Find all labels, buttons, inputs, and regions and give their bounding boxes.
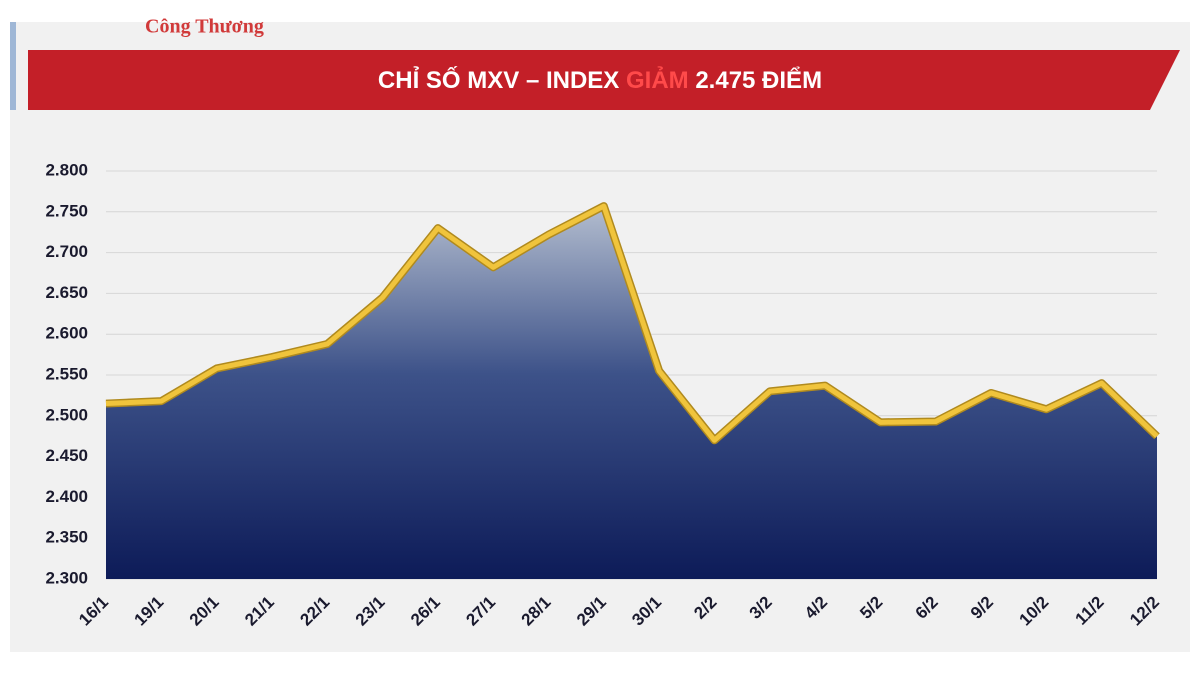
y-tick-label: 2.600 bbox=[45, 324, 88, 343]
y-tick-label: 2.500 bbox=[45, 405, 88, 424]
y-tick-label: 2.650 bbox=[45, 283, 88, 302]
left-stripe bbox=[10, 22, 16, 110]
y-tick-label: 2.300 bbox=[45, 568, 88, 587]
y-tick-label: 2.750 bbox=[45, 201, 88, 220]
y-tick-label: 2.350 bbox=[45, 528, 88, 547]
y-tick-label: 2.700 bbox=[45, 242, 88, 261]
title-value: 2.475 ĐIỂM bbox=[695, 66, 822, 94]
area bbox=[106, 206, 1157, 579]
title-highlight: GIẢM bbox=[626, 65, 689, 94]
y-tick-label: 2.400 bbox=[45, 487, 88, 506]
y-tick-label: 2.800 bbox=[45, 160, 88, 179]
y-tick-label: 2.550 bbox=[45, 364, 88, 383]
title-main: CHỈ SỐ MXV – INDEX bbox=[378, 65, 619, 94]
y-tick-label: 2.450 bbox=[45, 446, 88, 465]
chart-title: CHỈ SỐ MXV – INDEX GIẢM 2.475 ĐIỂM bbox=[378, 65, 822, 94]
line bbox=[105, 203, 1159, 443]
title-banner bbox=[28, 50, 1180, 110]
logo-text: Công Thương bbox=[145, 16, 264, 38]
